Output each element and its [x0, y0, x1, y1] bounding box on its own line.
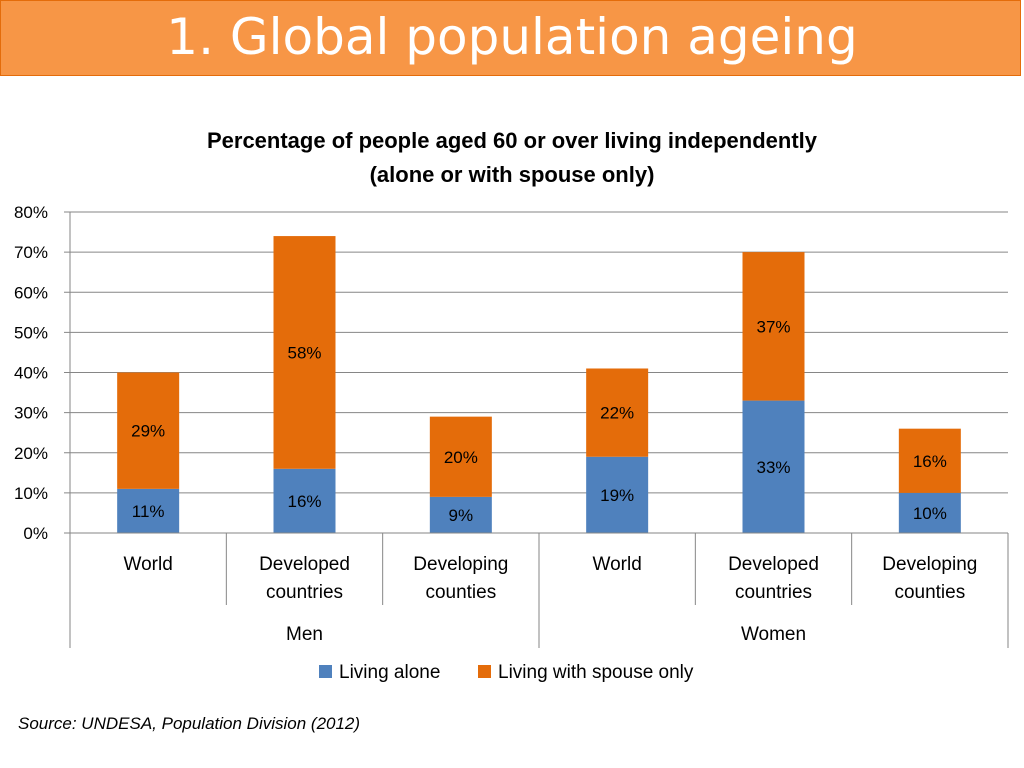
- group-label: Women: [741, 624, 806, 645]
- data-label-living-alone: 10%: [913, 504, 947, 523]
- x-tick-label: World: [124, 554, 173, 575]
- bar-living-with-spouse: [273, 236, 336, 469]
- bar-living-with-spouse: [742, 252, 805, 401]
- bar-living-with-spouse: [429, 416, 492, 497]
- x-tick-label: Developed: [728, 554, 819, 575]
- slide-title: 1. Global population ageing: [166, 8, 858, 66]
- data-label-living-alone: 19%: [600, 486, 634, 505]
- bar-living-alone: [273, 468, 336, 533]
- x-tick-label: Developing: [413, 554, 508, 575]
- legend-swatch-living-alone: [319, 665, 332, 678]
- data-label-living-with-spouse: 29%: [131, 422, 165, 441]
- y-tick-label: 40%: [14, 364, 48, 383]
- data-label-living-alone: 33%: [756, 458, 790, 477]
- chart-title: Percentage of people aged 60 or over liv…: [0, 124, 1024, 192]
- y-tick-label: 80%: [14, 203, 48, 222]
- bar-living-with-spouse: [117, 372, 180, 489]
- y-tick-label: 10%: [14, 484, 48, 503]
- bar-living-alone: [742, 400, 805, 533]
- legend-swatch-living-with-spouse: [478, 665, 491, 678]
- source-note: Source: UNDESA, Population Division (201…: [18, 714, 361, 733]
- bar-living-with-spouse: [586, 368, 649, 457]
- bar-living-alone: [586, 456, 649, 533]
- data-label-living-alone: 9%: [449, 506, 474, 525]
- data-label-living-with-spouse: 37%: [756, 317, 790, 336]
- data-label-living-with-spouse: 16%: [913, 452, 947, 471]
- legend-label-living-alone: Living alone: [339, 662, 440, 683]
- data-label-living-with-spouse: 58%: [287, 343, 321, 362]
- x-tick-label: counties: [894, 582, 965, 603]
- stacked-bar-chart: 0% 10% 20% 30% 40% 50% 60% 70% 80% 11% 29% World 16%…: [14, 203, 1009, 683]
- chart-title-line-1: Percentage of people aged 60 or over liv…: [206, 128, 818, 153]
- data-label-living-alone: 16%: [287, 492, 321, 511]
- data-label-living-alone: 11%: [132, 502, 165, 521]
- bar-living-with-spouse: [898, 428, 961, 493]
- data-label-living-with-spouse: 22%: [600, 404, 634, 423]
- group-label: Men: [286, 624, 323, 645]
- x-tick-label: countries: [266, 582, 343, 603]
- y-tick-label: 0%: [23, 524, 48, 543]
- y-tick-label: 30%: [14, 404, 48, 423]
- y-tick-label: 20%: [14, 444, 48, 463]
- bar-living-alone: [898, 492, 961, 533]
- x-tick-label: countries: [735, 582, 812, 603]
- chart-title-line-2: (alone or with spouse only): [369, 162, 655, 187]
- x-tick-label: Developed: [259, 554, 350, 575]
- y-tick-label: 50%: [14, 323, 48, 342]
- title-banner: [0, 0, 1021, 76]
- x-tick-label: Developing: [882, 554, 977, 575]
- bar-living-alone: [429, 496, 492, 533]
- x-tick-label: World: [593, 554, 642, 575]
- bar-living-alone: [117, 488, 180, 533]
- data-label-living-with-spouse: 20%: [444, 448, 478, 467]
- x-tick-label: counties: [425, 582, 496, 603]
- legend-label-living-with-spouse: Living with spouse only: [498, 662, 694, 683]
- y-tick-label: 70%: [14, 243, 48, 262]
- y-tick-label: 60%: [14, 283, 48, 302]
